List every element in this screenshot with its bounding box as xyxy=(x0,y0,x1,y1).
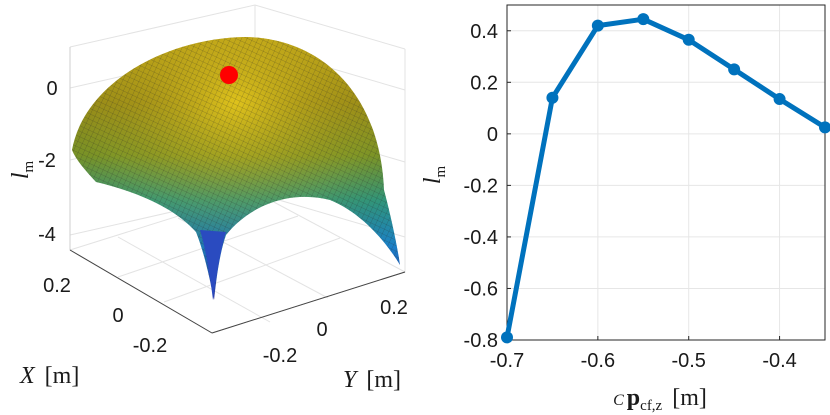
y-tick-label: 0.2 xyxy=(380,297,408,319)
y-tick-label: -0.6 xyxy=(464,278,498,300)
surface-y-axis-label: Y [m] xyxy=(343,367,401,393)
x-tick-label: -0.6 xyxy=(581,350,615,372)
z-tick-label: -2 xyxy=(38,150,56,172)
x-tick-label: -0.2 xyxy=(133,335,167,357)
x-tick-label: 0 xyxy=(112,305,123,327)
x-tick-label: -0.4 xyxy=(762,350,796,372)
y-tick-label: 0 xyxy=(487,124,498,146)
y-tick-label: -0.8 xyxy=(464,330,498,352)
data-point xyxy=(591,19,604,32)
data-point xyxy=(819,121,830,134)
surface-mesh xyxy=(72,37,400,300)
z-tick-label: -4 xyxy=(38,224,56,246)
data-point xyxy=(546,91,559,104)
surface-plot: 0 -2 -4 0.2 0 -0.2 -0.2 0 0.2 lm X [m] Y[… xyxy=(8,4,408,393)
data-point xyxy=(682,33,695,46)
y-tick-label: -0.2 xyxy=(263,345,297,367)
y-tick-label: 0.4 xyxy=(470,21,498,43)
data-point xyxy=(773,93,786,106)
line-plot-ticks: 0.4 0.2 0 -0.2 -0.4 -0.6 -0.8-0.7 -0.6 -0.5 -0.4 xyxy=(464,21,797,372)
surface-spike xyxy=(200,230,226,300)
surface-peak-marker xyxy=(220,66,238,84)
y-tick-label: 0.2 xyxy=(470,72,498,94)
y-tick-label: -0.2 xyxy=(464,175,498,197)
y-tick-label: -0.4 xyxy=(464,227,498,249)
z-tick-label: 0 xyxy=(46,78,57,100)
surface-mesh-lines xyxy=(72,37,400,300)
surface-x-axis-label: X [m] xyxy=(19,363,79,389)
x-tick-label: -0.7 xyxy=(490,350,524,372)
line-plot-y-axis-label: lm xyxy=(420,166,449,185)
series-line xyxy=(504,16,827,338)
data-point xyxy=(637,13,650,26)
line-plot-axes-box xyxy=(506,4,826,341)
series-points xyxy=(501,13,830,344)
surface-z-axis-label: lm xyxy=(8,161,37,180)
line-plot-grid xyxy=(506,5,825,341)
y-tick-label: 0 xyxy=(316,319,327,341)
x-tick-label: -0.5 xyxy=(671,350,705,372)
x-tick-label: 0.2 xyxy=(43,275,71,297)
line-plot: 0.40.20-0.2-0.4-0.6-0.8-0.7 -0.6 -0.5 -0.4 … xyxy=(420,4,830,414)
data-point xyxy=(501,331,513,344)
data-point xyxy=(728,63,741,76)
